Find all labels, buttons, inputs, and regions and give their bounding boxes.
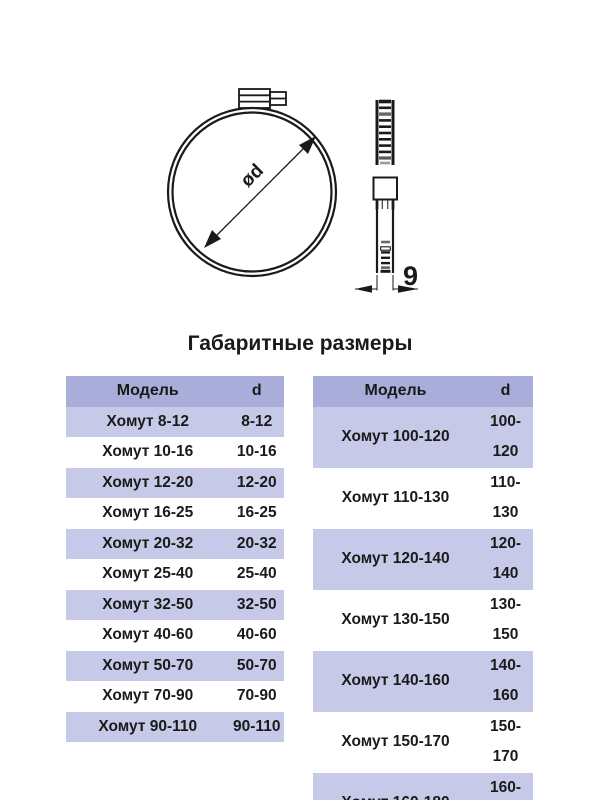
svg-text:9: 9 <box>403 261 418 291</box>
svg-text:ød: ød <box>237 160 268 191</box>
